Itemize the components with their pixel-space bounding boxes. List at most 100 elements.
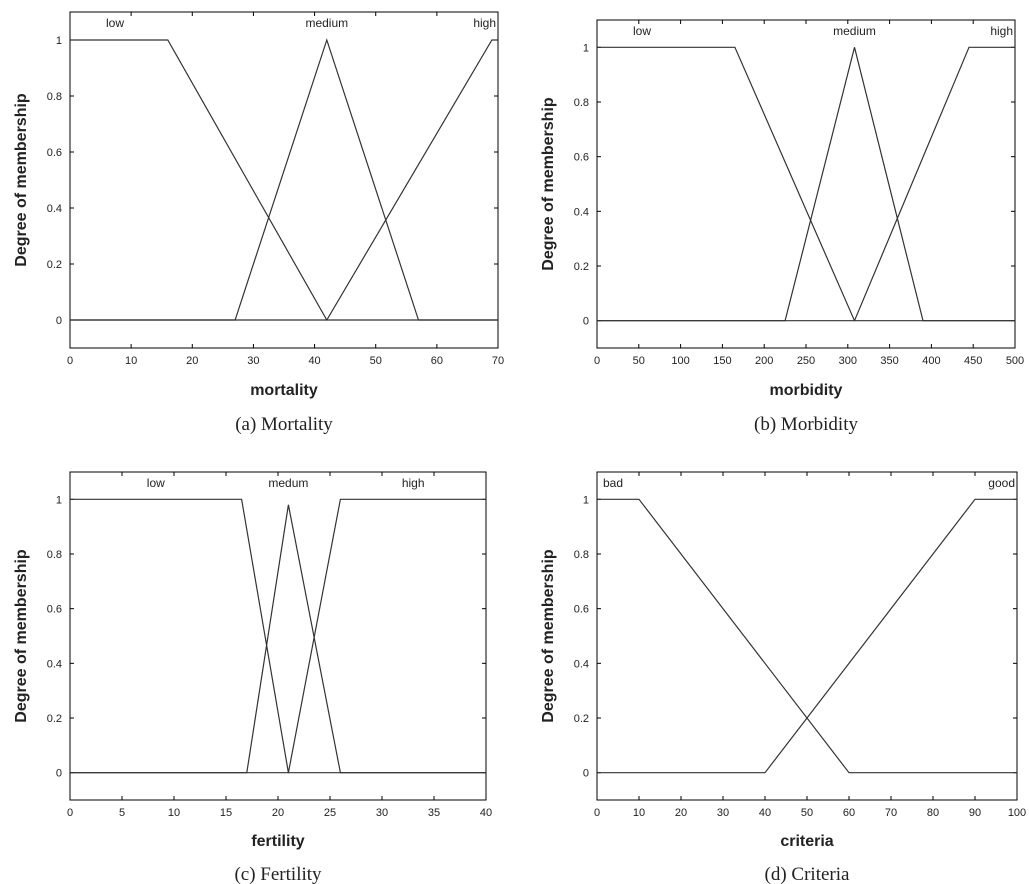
y-axis-title: Degree of membership xyxy=(540,97,557,271)
plot-frame xyxy=(596,471,1018,801)
x-tick-label: 15 xyxy=(220,807,232,819)
x-tick-label: 500 xyxy=(1006,355,1024,367)
x-tick-label: 40 xyxy=(308,355,320,367)
x-tick-label: 30 xyxy=(376,807,388,819)
x-tick-label: 30 xyxy=(717,807,729,819)
series-label-good: good xyxy=(988,476,1015,490)
y-tick-label: 0.2 xyxy=(47,259,62,271)
series-label-medium: medium xyxy=(305,16,348,30)
y-tick-label: 0.6 xyxy=(574,152,589,164)
x-tick-label: 100 xyxy=(1008,807,1026,819)
x-tick-label: 20 xyxy=(186,355,198,367)
x-tick-label: 150 xyxy=(713,355,731,367)
y-tick-label: 1 xyxy=(583,494,589,506)
panel-caption: (a) Mortality xyxy=(235,414,333,435)
x-tick-label: 200 xyxy=(755,355,773,367)
x-axis-title: criteria xyxy=(780,833,833,850)
x-tick-label: 10 xyxy=(168,807,180,819)
y-tick-label: 0.8 xyxy=(47,91,62,103)
x-tick-label: 350 xyxy=(880,355,898,367)
series-label-low: low xyxy=(147,476,165,490)
x-tick-label: 0 xyxy=(594,807,600,819)
series-line-good xyxy=(597,498,1017,774)
x-tick-label: 450 xyxy=(964,355,982,367)
plot-frame xyxy=(69,11,499,349)
y-tick-label: 0.4 xyxy=(574,206,589,218)
series-line-bad xyxy=(597,498,1017,774)
x-tick-label: 0 xyxy=(67,355,73,367)
x-tick-label: 40 xyxy=(480,807,492,819)
x-tick-label: 70 xyxy=(492,355,504,367)
chart-panel-2: 0 5 10 15 20 25 30 35 40 0 0.2 0.4 0.6 0.8 1 low medum hi… xyxy=(13,471,492,884)
series-line-medium xyxy=(70,38,498,321)
x-tick-label: 50 xyxy=(633,355,645,367)
y-tick-label: 0.8 xyxy=(47,549,62,561)
series-line-medum xyxy=(70,504,486,774)
y-tick-label: 0.4 xyxy=(47,203,62,215)
series-label-medum: medum xyxy=(268,476,308,490)
x-tick-label: 0 xyxy=(67,807,73,819)
panel-caption: (d) Criteria xyxy=(765,864,851,884)
chart-panel-1: 0 50 100 150 200 250 300 350 400 450 500 0 0.2 0.4 0.6… xyxy=(540,19,1024,435)
series-label-high: high xyxy=(990,24,1013,38)
x-tick-label: 100 xyxy=(671,355,689,367)
x-tick-label: 35 xyxy=(428,807,440,819)
y-tick-label: 0.8 xyxy=(574,549,589,561)
y-tick-label: 0 xyxy=(583,316,589,328)
y-tick-label: 0.6 xyxy=(47,147,62,159)
x-axis-title: mortality xyxy=(250,382,318,399)
y-tick-label: 0.2 xyxy=(574,261,589,273)
y-tick-label: 1 xyxy=(56,35,62,47)
panel-caption: (b) Morbidity xyxy=(754,414,858,435)
x-tick-label: 90 xyxy=(969,807,981,819)
series-label-medium: medium xyxy=(833,24,876,38)
series-label-high: high xyxy=(473,16,496,30)
series-label-low: low xyxy=(633,24,651,38)
series-line-high xyxy=(70,498,486,774)
series-line-low xyxy=(70,498,486,774)
chart-panel-0: 0 10 20 30 40 50 60 70 0 0.2 0.4 0.6 0.8 1 low medium hi… xyxy=(13,11,504,435)
x-tick-label: 400 xyxy=(922,355,940,367)
y-tick-label: 0.4 xyxy=(47,658,62,670)
plot-frame xyxy=(596,19,1016,349)
x-tick-label: 30 xyxy=(247,355,259,367)
x-axis-title: morbidity xyxy=(770,382,843,399)
x-tick-label: 70 xyxy=(885,807,897,819)
x-tick-label: 20 xyxy=(675,807,687,819)
x-axis-title: fertility xyxy=(251,833,304,850)
y-axis-title: Degree of membership xyxy=(13,549,30,723)
x-tick-label: 60 xyxy=(431,355,443,367)
y-tick-label: 0 xyxy=(56,315,62,327)
x-tick-label: 50 xyxy=(370,355,382,367)
y-tick-label: 0.6 xyxy=(47,604,62,616)
series-line-high xyxy=(70,39,498,321)
y-tick-label: 0 xyxy=(583,768,589,780)
chart-panel-3: 0 10 20 30 40 50 60 70 80 90 100 0 0.2 0.4 0.6 0.8 1 bad g… xyxy=(540,471,1026,884)
series-label-high: high xyxy=(402,476,425,490)
y-tick-label: 0.4 xyxy=(574,658,589,670)
y-tick-label: 1 xyxy=(56,494,62,506)
x-tick-label: 80 xyxy=(927,807,939,819)
y-tick-label: 0 xyxy=(56,768,62,780)
x-tick-label: 300 xyxy=(839,355,857,367)
y-tick-label: 0.8 xyxy=(574,97,589,109)
x-tick-label: 60 xyxy=(843,807,855,819)
y-tick-label: 0.2 xyxy=(47,713,62,725)
series-label-low: low xyxy=(106,16,124,30)
x-tick-label: 10 xyxy=(125,355,137,367)
x-tick-label: 20 xyxy=(272,807,284,819)
x-tick-label: 10 xyxy=(633,807,645,819)
y-axis-title: Degree of membership xyxy=(540,549,557,723)
series-line-high xyxy=(597,46,1015,322)
series-label-bad: bad xyxy=(603,476,623,490)
x-tick-label: 5 xyxy=(119,807,125,819)
x-tick-label: 25 xyxy=(324,807,336,819)
y-axis-title: Degree of membership xyxy=(13,93,30,267)
x-tick-label: 0 xyxy=(594,355,600,367)
y-tick-label: 0.2 xyxy=(574,713,589,725)
y-tick-label: 0.6 xyxy=(574,604,589,616)
x-tick-label: 40 xyxy=(759,807,771,819)
x-tick-label: 50 xyxy=(801,807,813,819)
plot-frame xyxy=(69,471,487,801)
